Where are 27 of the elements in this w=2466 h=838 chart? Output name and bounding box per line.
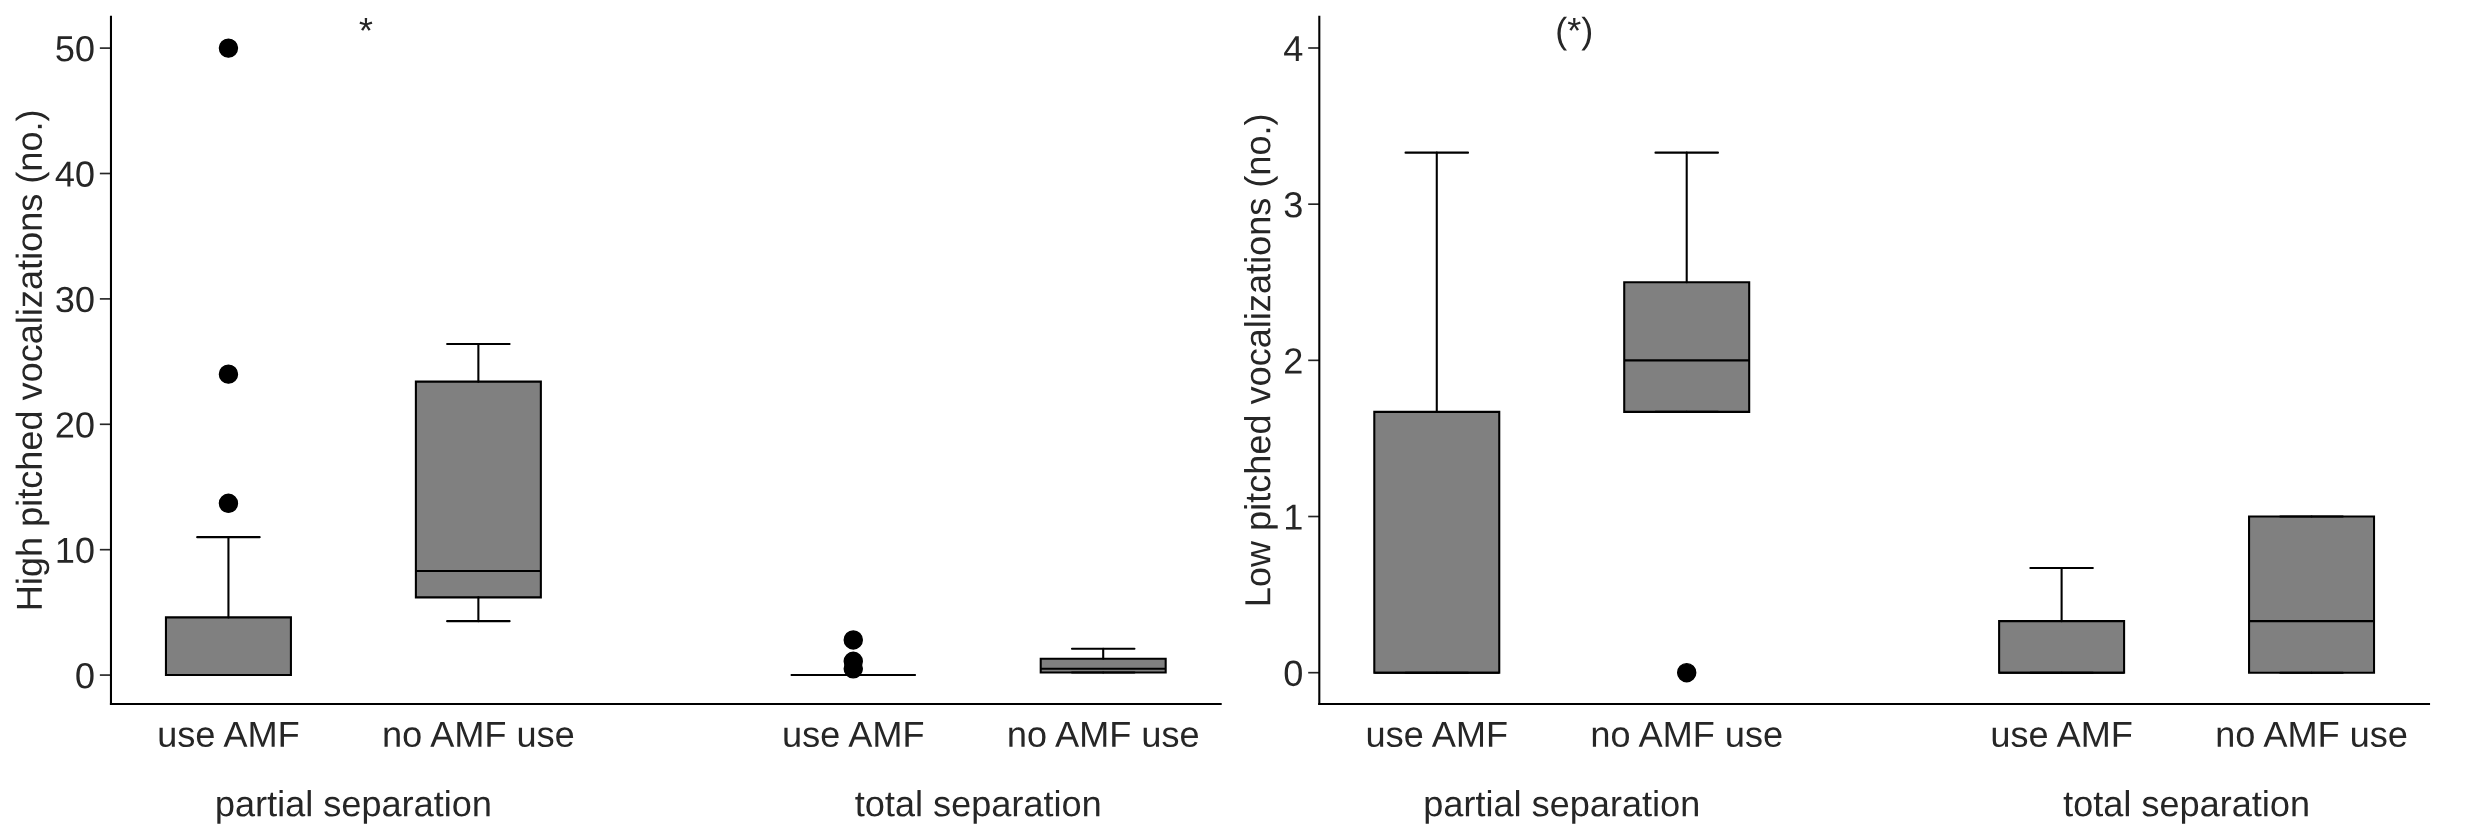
x-tick-label: no AMF use [1592, 721, 1782, 748]
x-tick-label: use AMF [784, 721, 924, 748]
text: total separation [2063, 790, 2308, 824]
y-tick-label: 30 [56, 286, 94, 313]
y-tick-label: 1 [1286, 504, 1302, 530]
y-tick-label: 10 [57, 537, 94, 564]
text: partial separation [217, 790, 490, 824]
y-tick-label: 0 [76, 662, 94, 689]
y-tick-label: 40 [55, 161, 94, 187]
annotation: (*) [1557, 16, 1592, 51]
y-tick-label: 0 [1284, 660, 1302, 687]
text: partial separation [1425, 790, 1698, 824]
x-tick-label: use AMF [1367, 721, 1507, 748]
y-tick-label: 2 [1285, 348, 1302, 374]
x-tick-label: no AMF use [2217, 721, 2407, 748]
x-tick-label: use AMF [1992, 721, 2132, 748]
x-tick-label: use AMF [159, 721, 299, 748]
annotation: * [359, 18, 373, 31]
text: total separation [855, 790, 1100, 824]
x-tick-label: no AMF use [384, 721, 574, 748]
y-tick-label: 3 [1284, 192, 1302, 218]
y-tick-label: 20 [56, 412, 94, 438]
y-axis-title: Low pitched vocalizations (no.) [1244, 115, 1278, 605]
x-tick-label: no AMF use [1009, 721, 1198, 748]
y-tick-label: 50 [56, 35, 94, 62]
y-tick-label: 4 [1284, 36, 1303, 62]
y-axis-title: High pitched vocalizations (no.) [15, 111, 50, 609]
